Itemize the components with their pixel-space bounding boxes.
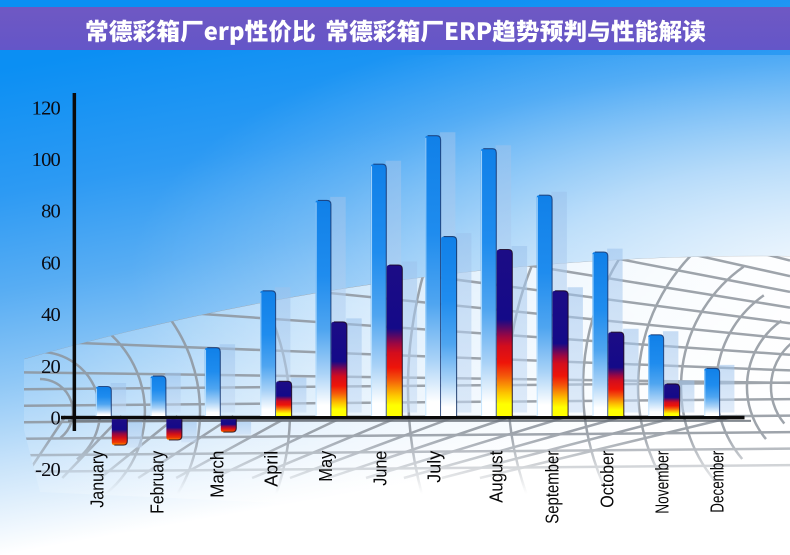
svg-text:0: 0	[51, 408, 61, 430]
svg-text:June: June	[370, 451, 390, 486]
svg-text:20: 20	[41, 356, 60, 378]
svg-text:80: 80	[41, 201, 60, 223]
svg-text:120: 120	[32, 97, 61, 119]
svg-text:August: August	[486, 451, 506, 503]
svg-text:October: October	[597, 451, 617, 508]
svg-text:March: March	[207, 451, 227, 498]
svg-text:40: 40	[41, 304, 60, 326]
svg-text:100: 100	[32, 149, 61, 171]
svg-text:-20: -20	[35, 459, 60, 481]
svg-text:February: February	[148, 450, 168, 514]
svg-text:December: December	[707, 451, 727, 513]
svg-text:November: November	[652, 451, 672, 514]
svg-text:September: September	[542, 451, 562, 524]
svg-text:April: April	[262, 451, 282, 487]
svg-text:May: May	[316, 450, 336, 482]
svg-text:60: 60	[41, 252, 60, 274]
svg-text:July: July	[425, 450, 445, 483]
svg-text:January: January	[87, 450, 107, 508]
